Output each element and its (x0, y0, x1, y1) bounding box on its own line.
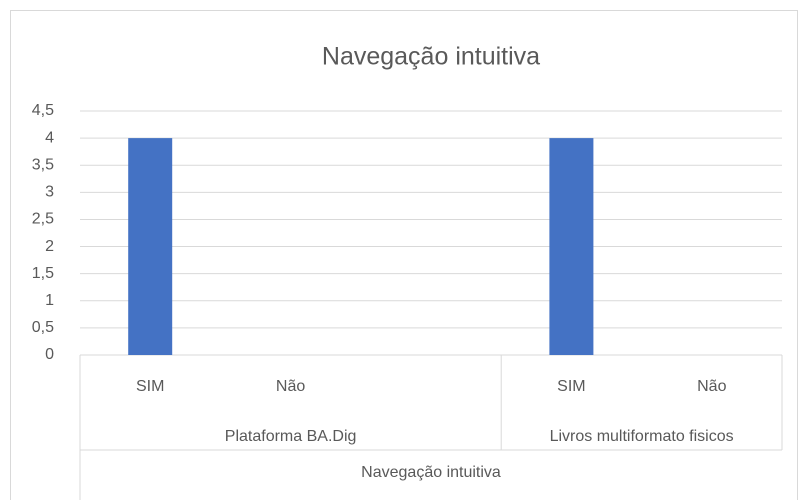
y-tick-label: 4,5 (32, 102, 54, 119)
y-tick-label: 4 (45, 129, 54, 146)
x-tick-label: Não (276, 378, 305, 395)
y-tick-label: 1 (45, 292, 54, 309)
chart-border (10, 10, 798, 500)
y-tick-label: 3,5 (32, 156, 54, 173)
y-tick-label: 2,5 (32, 211, 54, 228)
group-title: Navegação intuitiva (361, 464, 501, 481)
group-label: Livros multiformato fisicos (550, 428, 734, 445)
y-tick-label: 0,5 (32, 319, 54, 336)
group-label: Plataforma BA.Dig (225, 428, 357, 445)
x-tick-label: Não (697, 378, 726, 395)
y-tick-label: 1,5 (32, 265, 54, 282)
x-tick-label: SIM (136, 378, 164, 395)
y-tick-label: 0 (45, 346, 54, 363)
chart-title: Navegação intuitiva (322, 43, 540, 71)
y-tick-label: 3 (45, 184, 54, 201)
bar (128, 138, 173, 355)
y-tick-label: 2 (45, 238, 54, 255)
x-tick-label: SIM (557, 378, 585, 395)
bar (549, 138, 594, 355)
